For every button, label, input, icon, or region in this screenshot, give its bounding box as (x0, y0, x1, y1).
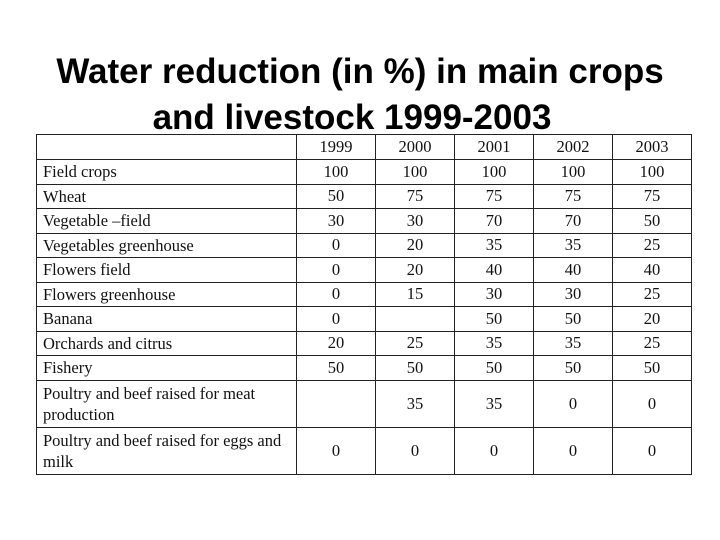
table-row: Banana 0 50 50 20 (36, 306, 693, 332)
value-cell: 0 (611, 426, 693, 475)
year-header: 2002 (532, 134, 613, 160)
value-cell: 20 (374, 232, 455, 258)
value-cell: 50 (532, 355, 613, 381)
table-row: Field crops 100 100 100 100 100 (36, 159, 693, 185)
value-cell: 35 (453, 232, 534, 258)
crop-name-cell: Fishery (36, 355, 297, 381)
crop-name-cell: Field crops (36, 159, 297, 185)
crop-name-cell: Orchards and citrus (36, 330, 297, 356)
title-line-1: Water reduction (in %) in main crops (56, 52, 664, 92)
value-cell (374, 306, 455, 332)
value-cell: 0 (532, 379, 613, 428)
value-cell: 50 (374, 355, 455, 381)
value-cell: 0 (296, 426, 376, 475)
year-header: 2000 (374, 134, 455, 160)
value-cell: 25 (611, 330, 693, 356)
value-cell: 75 (453, 183, 534, 209)
value-cell: 25 (374, 330, 455, 356)
value-cell: 20 (296, 330, 376, 356)
value-cell: 35 (532, 232, 613, 258)
value-cell: 50 (296, 355, 376, 381)
crop-name-cell: Vegetables greenhouse (36, 232, 297, 258)
crop-name-cell: Flowers greenhouse (36, 281, 297, 307)
water-reduction-table: 1999 2000 2001 2002 2003 Field crops 100… (36, 134, 693, 475)
table-row: Vegetable –field 30 30 70 70 50 (36, 208, 693, 234)
table-row: Fishery 50 50 50 50 50 (36, 355, 693, 381)
crop-name-cell: Poultry and beef raised for eggs and mil… (36, 426, 297, 475)
value-cell: 35 (453, 330, 534, 356)
value-cell: 0 (532, 426, 613, 475)
year-header: 1999 (296, 134, 376, 160)
slide-title: Water reduction (in %) in main crops and… (0, 49, 720, 141)
value-cell: 15 (374, 281, 455, 307)
value-cell: 40 (532, 257, 613, 283)
table-row: Wheat 50 75 75 75 75 (36, 183, 693, 209)
value-cell: 40 (611, 257, 693, 283)
value-cell: 75 (611, 183, 693, 209)
value-cell: 0 (296, 232, 376, 258)
crop-name-cell: Flowers field (36, 257, 297, 283)
value-cell: 35 (532, 330, 613, 356)
value-cell: 50 (453, 306, 534, 332)
value-cell: 20 (611, 306, 693, 332)
value-cell: 50 (296, 183, 376, 209)
value-cell: 50 (611, 355, 693, 381)
value-cell: 0 (374, 426, 455, 475)
value-cell: 30 (374, 208, 455, 234)
value-cell: 0 (453, 426, 534, 475)
value-cell: 50 (453, 355, 534, 381)
value-cell: 30 (532, 281, 613, 307)
value-cell: 0 (611, 379, 693, 428)
value-cell: 35 (453, 379, 534, 428)
value-cell: 50 (611, 208, 693, 234)
corner-cell (36, 134, 297, 160)
value-cell: 25 (611, 232, 693, 258)
year-header: 2001 (453, 134, 534, 160)
value-cell: 0 (296, 306, 376, 332)
table-row: Orchards and citrus 20 25 35 35 25 (36, 330, 693, 356)
year-header: 2003 (611, 134, 693, 160)
value-cell: 70 (453, 208, 534, 234)
table-row: Vegetables greenhouse 0 20 35 35 25 (36, 232, 693, 258)
crop-name-cell: Poultry and beef raised for meat product… (36, 379, 297, 428)
table-row: Poultry and beef raised for meat product… (36, 379, 693, 428)
value-cell: 50 (532, 306, 613, 332)
table-row: Flowers field 0 20 40 40 40 (36, 257, 693, 283)
crop-name-cell: Banana (36, 306, 297, 332)
value-cell: 40 (453, 257, 534, 283)
value-cell: 100 (296, 159, 376, 185)
value-cell: 100 (374, 159, 455, 185)
value-cell: 30 (296, 208, 376, 234)
value-cell: 75 (532, 183, 613, 209)
value-cell: 0 (296, 257, 376, 283)
title-line-2: and livestock 1999-2003 (152, 98, 552, 138)
crop-name-cell: Vegetable –field (36, 208, 297, 234)
value-cell (296, 379, 376, 428)
value-cell: 20 (374, 257, 455, 283)
value-cell: 35 (374, 379, 455, 428)
value-cell: 100 (453, 159, 534, 185)
header-row: 1999 2000 2001 2002 2003 (36, 134, 693, 160)
value-cell: 70 (532, 208, 613, 234)
value-cell: 0 (296, 281, 376, 307)
table-row: Poultry and beef raised for eggs and mil… (36, 426, 693, 475)
value-cell: 25 (611, 281, 693, 307)
crop-name-cell: Wheat (36, 183, 297, 209)
value-cell: 30 (453, 281, 534, 307)
table-row: Flowers greenhouse 0 15 30 30 25 (36, 281, 693, 307)
value-cell: 100 (611, 159, 693, 185)
value-cell: 75 (374, 183, 455, 209)
value-cell: 100 (532, 159, 613, 185)
